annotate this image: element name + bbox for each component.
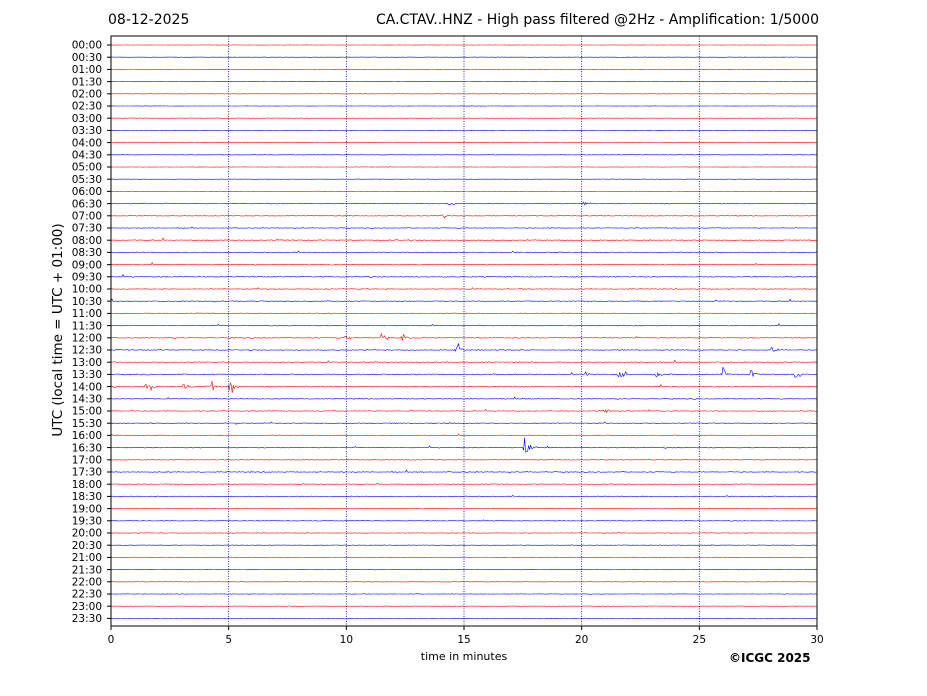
y-axis: 00:0000:3001:0001:3002:0002:3003:0003:30…	[72, 40, 111, 625]
trace-1530	[110, 421, 818, 425]
y-tick-label-0330: 03:30	[72, 125, 102, 137]
y-tick-label-0930: 09:30	[72, 272, 102, 284]
trace-1930	[110, 519, 817, 522]
trace-2000	[110, 531, 817, 534]
trace-1500	[110, 408, 818, 414]
y-tick-label-1630: 16:30	[72, 442, 102, 454]
y-axis-title: UTC (local time = UTC + 01:00)	[50, 223, 66, 437]
y-tick-label-0100: 01:00	[72, 64, 102, 76]
date-label: 08-12-2025	[108, 12, 190, 28]
y-tick-label-1000: 10:00	[72, 284, 102, 296]
y-tick-label-2230: 22:30	[72, 589, 102, 601]
y-tick-label-0730: 07:30	[72, 223, 102, 235]
y-tick-label-0400: 04:00	[72, 137, 102, 149]
copyright-label: ©ICGC 2025	[729, 651, 811, 665]
y-tick-label-0900: 09:00	[72, 259, 102, 271]
y-tick-label-2330: 23:30	[72, 613, 102, 625]
y-tick-label-2000: 20:00	[72, 528, 102, 540]
y-tick-label-0630: 06:30	[72, 198, 102, 210]
y-tick-label-0130: 01:30	[72, 76, 102, 88]
trace-2030	[110, 544, 818, 546]
x-tick-label-0: 0	[108, 634, 115, 646]
y-tick-label-1330: 13:30	[72, 369, 102, 381]
x-axis-title: time in minutes	[420, 650, 508, 663]
y-tick-label-1130: 11:30	[72, 320, 102, 332]
y-tick-label-1700: 17:00	[72, 455, 102, 467]
y-tick-label-1600: 16:00	[72, 430, 102, 442]
trace-1300	[111, 359, 818, 364]
y-tick-label-1030: 10:30	[72, 296, 102, 308]
trace-1200	[111, 332, 818, 341]
y-tick-label-0830: 08:30	[72, 247, 102, 259]
y-tick-label-1900: 19:00	[72, 503, 102, 515]
y-tick-label-0230: 02:30	[72, 101, 102, 113]
y-tick-label-0200: 02:00	[72, 89, 102, 101]
y-tick-label-0700: 07:00	[72, 211, 102, 223]
y-tick-label-2030: 20:30	[72, 540, 102, 552]
y-tick-label-1200: 12:00	[72, 333, 102, 345]
y-tick-label-0300: 03:00	[72, 113, 102, 125]
chart-title: CA.CTAV..HNZ - High pass filtered @2Hz -…	[376, 12, 819, 28]
y-tick-label-0800: 08:00	[72, 235, 102, 247]
trace-2100	[111, 556, 818, 559]
trace-0830	[111, 250, 818, 254]
y-tick-label-1100: 11:00	[72, 308, 102, 320]
y-tick-label-2300: 23:00	[72, 601, 102, 613]
trace-1630	[110, 437, 818, 453]
trace-0700	[110, 214, 818, 219]
y-tick-label-1230: 12:30	[72, 345, 102, 357]
trace-1700	[110, 458, 818, 461]
y-tick-label-1530: 15:30	[72, 418, 102, 430]
trace-2130	[111, 568, 817, 571]
y-tick-label-0030: 00:30	[72, 52, 102, 64]
y-tick-label-2200: 22:00	[72, 577, 102, 589]
x-tick-label-25: 25	[693, 634, 706, 646]
x-axis: 0 5 10 15 20 25 30	[108, 626, 824, 646]
y-tick-label-2130: 21:30	[72, 564, 102, 576]
y-tick-label-1400: 14:00	[72, 381, 102, 393]
y-tick-label-1730: 17:30	[72, 467, 102, 479]
y-tick-label-1830: 18:30	[72, 491, 102, 503]
x-tick-label-30: 30	[810, 634, 823, 646]
y-tick-label-1930: 19:30	[72, 516, 102, 528]
trace-2330	[110, 617, 817, 620]
y-tick-label-1800: 18:00	[72, 479, 102, 491]
trace-0730	[110, 226, 818, 229]
y-tick-label-1500: 15:00	[72, 406, 102, 418]
vertical-grid	[228, 36, 700, 626]
trace-0800	[110, 237, 818, 242]
y-tick-label-0530: 05:30	[72, 174, 102, 186]
trace-1600	[110, 433, 818, 437]
y-tick-label-0500: 05:00	[72, 162, 102, 174]
y-tick-label-0600: 06:00	[72, 186, 102, 198]
y-tick-label-0430: 04:30	[72, 150, 102, 162]
trace-1230	[110, 343, 818, 352]
y-tick-label-0000: 00:00	[72, 40, 102, 52]
y-tick-label-1430: 14:30	[72, 394, 102, 406]
y-tick-label-1300: 13:00	[72, 357, 102, 369]
trace-1130	[110, 323, 818, 327]
x-tick-label-5: 5	[225, 634, 232, 646]
x-tick-label-20: 20	[575, 634, 588, 646]
trace-1100	[110, 312, 817, 315]
y-tick-label-2100: 21:00	[72, 552, 102, 564]
x-tick-label-10: 10	[340, 634, 353, 646]
x-tick-label-15: 15	[457, 634, 470, 646]
